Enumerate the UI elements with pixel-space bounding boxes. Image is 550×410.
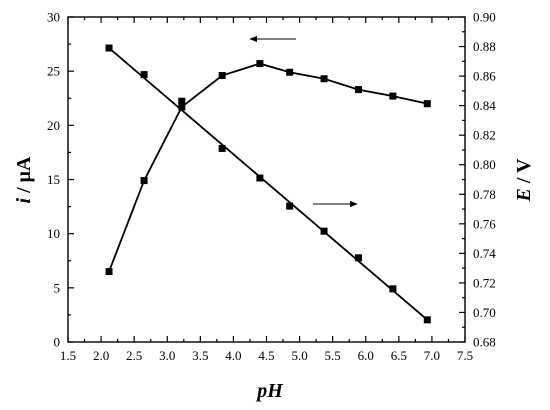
x-tick-label: 2.5: [126, 348, 142, 363]
series-layer: [105, 44, 431, 324]
series-right-point: [286, 202, 294, 210]
series-left-line: [108, 62, 428, 272]
series-right-point: [354, 254, 362, 262]
y-right-tick-label: 0.78: [473, 187, 496, 202]
series-left: [105, 60, 431, 276]
y-right-axis-title-unit: / V: [513, 158, 535, 188]
y-left-tick-label: 0: [54, 335, 61, 350]
x-tick-label: 5.0: [291, 348, 307, 363]
x-tick-label: 7.0: [424, 348, 440, 363]
y-right-tick-label: 0.84: [473, 98, 496, 113]
series-left-point: [320, 75, 328, 83]
y-right-tick-label: 0.72: [473, 275, 496, 290]
series-right-point: [389, 285, 397, 293]
series-left-point: [389, 92, 397, 100]
y-left-tick-label: 20: [47, 118, 60, 133]
x-tick-label: 3.5: [192, 348, 208, 363]
series-right-point: [105, 44, 113, 52]
series-left-point: [218, 72, 226, 79]
series-left-point: [256, 60, 264, 68]
x-tick-label: 5.5: [325, 348, 341, 363]
labels-layer: 1.5 2.0 2.5 3.0 3.5 4.0 4.5 5.0 5.5 6.0 6.5 7.0 7.50…: [47, 10, 496, 364]
y-right-tick-label: 0.82: [473, 128, 496, 143]
y-left-tick-label: 30: [47, 10, 60, 25]
series-right-point: [218, 144, 226, 152]
y-left-axis-title: i / μA: [13, 156, 35, 203]
x-tick-label: 1.5: [60, 348, 76, 363]
series-right-point: [140, 71, 148, 79]
y-left-tick-label: 25: [47, 64, 60, 79]
y-right-tick-label: 0.76: [473, 216, 496, 231]
x-tick-label: 2.0: [93, 348, 109, 363]
x-axis-title: pH: [255, 380, 284, 402]
y-right-tick-label: 0.88: [473, 39, 496, 54]
y-right-tick-label: 0.80: [473, 157, 496, 172]
y-left-tick-label: 15: [47, 172, 60, 187]
series-right-fit-line: [108, 47, 428, 321]
x-tick-label: 7.5: [457, 348, 473, 363]
y-left-axis-title-symbol: i: [13, 197, 35, 203]
y-right-tick-label: 0.70: [473, 305, 496, 320]
x-tick-label: 4.0: [225, 348, 241, 363]
series-left-point: [423, 100, 431, 108]
y-right-tick-label: 0.90: [473, 10, 496, 25]
series-right-point: [256, 174, 264, 182]
y-left-tick-label: 5: [54, 280, 61, 295]
series-right-point: [423, 316, 431, 324]
x-tick-label: 6.5: [391, 348, 407, 363]
series-left-point: [178, 103, 186, 111]
axes-layer: [67, 16, 466, 343]
series-left-point: [286, 68, 294, 76]
series-right-point: [178, 97, 186, 105]
series-left-point: [140, 177, 148, 185]
y-right-axis-title-symbol: E: [513, 188, 535, 202]
x-tick-label: 3.0: [159, 348, 175, 363]
x-tick-label: 6.0: [358, 348, 374, 363]
series-left-point: [354, 86, 362, 94]
y-right-tick-label: 0.86: [473, 69, 496, 84]
y-left-tick-label: 10: [47, 226, 60, 241]
y-right-tick-label: 0.74: [473, 246, 496, 261]
series-right: [105, 44, 431, 324]
y-right-axis-title: E / V: [513, 158, 535, 203]
y-right-tick-label: 0.68: [473, 335, 496, 350]
series-right-point: [320, 227, 328, 235]
x-tick-label: 4.5: [258, 348, 274, 363]
y-left-axis-title-unit: / μA: [13, 156, 35, 198]
series-left-point: [105, 268, 113, 276]
